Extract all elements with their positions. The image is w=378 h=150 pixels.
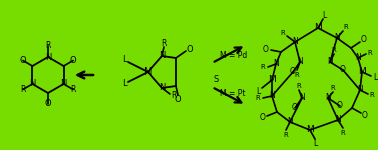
Text: R: R: [260, 64, 265, 70]
Text: N: N: [297, 57, 303, 66]
Text: R: R: [171, 92, 177, 100]
Text: R: R: [341, 130, 345, 136]
Text: O: O: [45, 99, 51, 108]
Text: R: R: [20, 85, 26, 94]
Text: O: O: [340, 66, 346, 75]
Text: R: R: [294, 72, 299, 78]
Text: N: N: [335, 116, 341, 124]
Text: M: M: [358, 68, 366, 76]
Text: O: O: [290, 68, 296, 76]
Text: M = Pd: M = Pd: [220, 51, 247, 60]
Text: N: N: [292, 38, 298, 46]
Text: L: L: [122, 80, 126, 88]
Text: R: R: [280, 30, 285, 36]
Text: O: O: [263, 45, 269, 54]
Text: O: O: [292, 103, 298, 112]
Text: N: N: [45, 52, 51, 62]
Text: N: N: [29, 80, 36, 88]
Text: L: L: [373, 72, 377, 81]
Text: O: O: [70, 56, 76, 65]
Text: R: R: [161, 39, 167, 48]
Text: R: R: [284, 132, 288, 138]
Text: O: O: [260, 114, 266, 123]
Text: L: L: [313, 138, 317, 147]
Text: R: R: [332, 47, 336, 53]
Text: N: N: [287, 117, 293, 126]
Text: R: R: [297, 83, 301, 89]
Text: N: N: [327, 57, 333, 66]
Text: O: O: [187, 45, 193, 54]
Text: O: O: [361, 36, 367, 45]
Text: M: M: [144, 67, 152, 77]
Text: M = Pt: M = Pt: [220, 88, 245, 98]
Text: L: L: [256, 87, 260, 96]
Text: R: R: [331, 85, 335, 91]
Text: N: N: [159, 51, 165, 60]
Text: N: N: [334, 33, 340, 42]
Text: M: M: [306, 126, 314, 135]
Text: R: R: [45, 42, 51, 51]
Text: M: M: [268, 75, 276, 84]
Text: N: N: [299, 93, 305, 102]
Text: N: N: [273, 60, 279, 69]
Text: S: S: [214, 75, 219, 84]
Text: N: N: [60, 80, 67, 88]
Text: N: N: [159, 84, 165, 93]
Text: L: L: [322, 11, 326, 20]
Text: N: N: [355, 54, 361, 63]
Text: N: N: [325, 93, 331, 102]
Text: O: O: [337, 102, 343, 111]
Text: R: R: [368, 50, 372, 56]
Text: N: N: [269, 92, 275, 100]
Text: L: L: [122, 56, 126, 64]
Text: O: O: [175, 94, 181, 103]
Text: R: R: [344, 24, 349, 30]
Text: R: R: [70, 85, 76, 94]
Text: O: O: [362, 111, 368, 120]
Text: O: O: [20, 56, 26, 65]
Text: M: M: [314, 24, 322, 33]
Text: R: R: [370, 92, 374, 98]
Text: N: N: [357, 85, 363, 94]
Text: R: R: [256, 95, 260, 101]
